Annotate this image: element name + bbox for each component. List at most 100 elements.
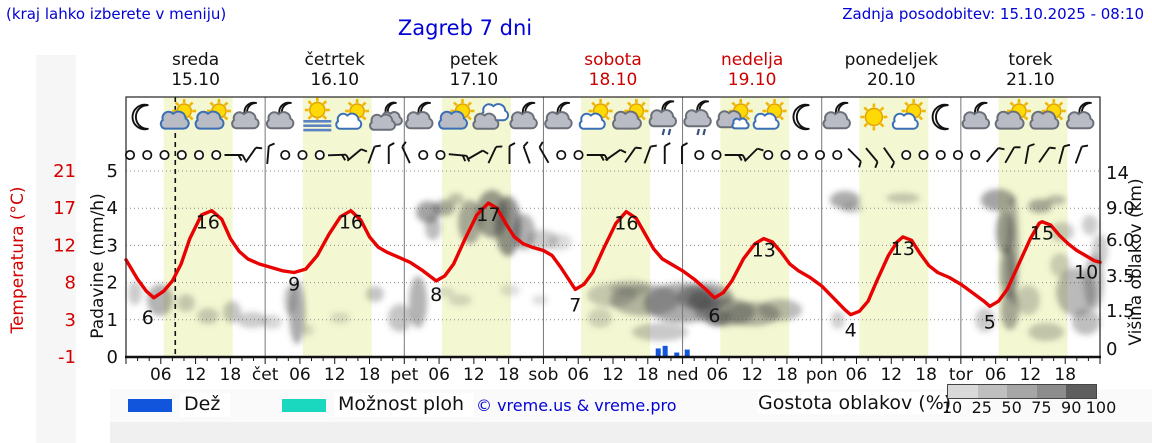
svg-text:-1: -1 — [58, 347, 76, 368]
cloud-scale-segment — [1066, 385, 1096, 398]
weather-icon-moon-cloud — [405, 101, 434, 130]
cloud-axis-ticks: 14 9.0 6.0 3.5 1.5 0 — [1106, 163, 1135, 360]
weather-icon-cloud-sun — [159, 99, 197, 130]
cloud-scale-label: 100 — [1085, 398, 1117, 417]
weather-icon-moon-cloud — [961, 101, 990, 130]
svg-text:13: 13 — [891, 238, 915, 260]
svg-text:18: 18 — [776, 365, 798, 385]
svg-text:12: 12 — [741, 365, 763, 385]
weather-icon-moon-cloud — [1066, 101, 1095, 130]
weather-icon-sun-cloudg — [612, 99, 649, 130]
svg-text:1: 1 — [107, 310, 118, 331]
cloud-scale-label: 50 — [1001, 398, 1022, 417]
day-date: 15.10 — [171, 70, 220, 90]
weather-icon-cloud-sun — [438, 99, 475, 130]
svg-text:6: 6 — [708, 305, 720, 327]
day-header-torek: torek 21.10 — [960, 50, 1100, 90]
svg-text:9: 9 — [288, 273, 300, 295]
svg-text:sob: sob — [528, 365, 558, 385]
weather-icon-moon-cloud — [509, 101, 538, 130]
svg-text:1.5: 1.5 — [1106, 301, 1135, 322]
weather-icon-sun-cloud — [578, 99, 613, 130]
svg-text:12: 12 — [880, 365, 902, 385]
svg-text:3: 3 — [65, 310, 76, 331]
weather-icon-moon — [792, 103, 810, 131]
weather-icon-cloud-sun — [194, 99, 231, 130]
day-header-sobota: sobota 18.10 — [543, 50, 683, 90]
weather-icon-moon — [931, 103, 949, 131]
weather-icon-moon — [131, 103, 149, 131]
weather-icon-sun-cloudg — [1029, 99, 1066, 130]
svg-text:12: 12 — [53, 235, 76, 256]
x-axis-ticks — [125, 357, 1101, 364]
svg-text:16: 16 — [339, 212, 363, 234]
weather-icon-clouds — [472, 103, 509, 130]
cloud-scale-segment — [948, 385, 978, 398]
day-header-sreda: sreda 15.10 — [126, 50, 266, 90]
weather-icon-moon-cloud-rain — [648, 100, 677, 136]
menu-hint-text: (kraj lahko izberete v meniju) — [6, 5, 227, 23]
svg-text:6: 6 — [142, 307, 154, 329]
day-name: nedelja — [720, 50, 784, 70]
svg-text:3.5: 3.5 — [1106, 266, 1135, 287]
svg-text:16: 16 — [196, 212, 220, 234]
svg-text:17: 17 — [476, 204, 500, 226]
copyright-link[interactable]: © vreme.us & vreme.pro — [476, 396, 677, 415]
svg-text:ned: ned — [667, 365, 699, 385]
page-title: Zagreb 7 dni — [397, 16, 533, 40]
legend-rain: Dež — [128, 393, 231, 417]
cloud-scale-label: 25 — [971, 398, 992, 417]
svg-text:06: 06 — [985, 365, 1007, 385]
svg-text:10: 10 — [1074, 262, 1098, 284]
svg-text:18: 18 — [1054, 365, 1076, 385]
weather-icon-sun — [860, 103, 888, 131]
svg-text:6.0: 6.0 — [1106, 230, 1135, 251]
day-separators — [264, 97, 962, 357]
cloud-scale-segment — [1036, 385, 1067, 398]
day-header-nedelja: nedelja 19.10 — [682, 50, 822, 90]
svg-text:12: 12 — [185, 365, 207, 385]
svg-text:14: 14 — [1106, 163, 1129, 184]
wind-symbol-row — [124, 141, 1089, 169]
svg-text:06: 06 — [289, 365, 311, 385]
day-date: 19.10 — [727, 70, 777, 90]
weather-icon-moon-cloud-rain — [683, 100, 712, 136]
svg-text:12: 12 — [324, 365, 346, 385]
svg-text:13: 13 — [752, 240, 776, 262]
weather-icon-sun-cloud — [335, 99, 370, 130]
svg-text:06: 06 — [150, 365, 172, 385]
svg-text:15: 15 — [1030, 223, 1054, 245]
day-date: 21.10 — [1006, 70, 1055, 90]
weather-icon-moon-cloud — [231, 101, 260, 130]
svg-text:2: 2 — [107, 273, 118, 294]
bottom-band — [110, 422, 1152, 443]
day-name: sobota — [584, 50, 642, 70]
weather-icon-moon-clouds — [369, 101, 403, 131]
svg-text:17: 17 — [53, 198, 76, 219]
svg-text:8: 8 — [430, 284, 442, 306]
cloud-scale-segment — [1007, 385, 1037, 398]
cloud-density-label: Gostota oblakov (%) — [758, 392, 958, 414]
svg-text:4: 4 — [845, 320, 857, 342]
svg-text:9.0: 9.0 — [1106, 198, 1135, 219]
day-date: 16.10 — [310, 70, 360, 90]
svg-text:pon: pon — [806, 365, 838, 385]
svg-text:18: 18 — [915, 365, 937, 385]
weather-icon-sun-cloud — [891, 99, 926, 130]
svg-text:12: 12 — [463, 365, 485, 385]
day-name: sreda — [171, 50, 220, 70]
weather-icon-fog-sun — [303, 97, 332, 132]
rain-label: Dež — [180, 393, 231, 417]
svg-text:12: 12 — [1020, 365, 1042, 385]
svg-text:3: 3 — [107, 235, 118, 256]
svg-text:4: 4 — [107, 198, 118, 219]
svg-text:06: 06 — [707, 365, 729, 385]
day-name: četrtek — [304, 50, 365, 70]
weather-icon-moon-cloud — [544, 101, 573, 130]
day-date: 18.10 — [588, 70, 638, 90]
svg-text:06: 06 — [567, 365, 589, 385]
day-name: torek — [1008, 50, 1053, 70]
shower-label: Možnost ploh — [334, 393, 475, 417]
day-date: 20.10 — [866, 70, 916, 90]
